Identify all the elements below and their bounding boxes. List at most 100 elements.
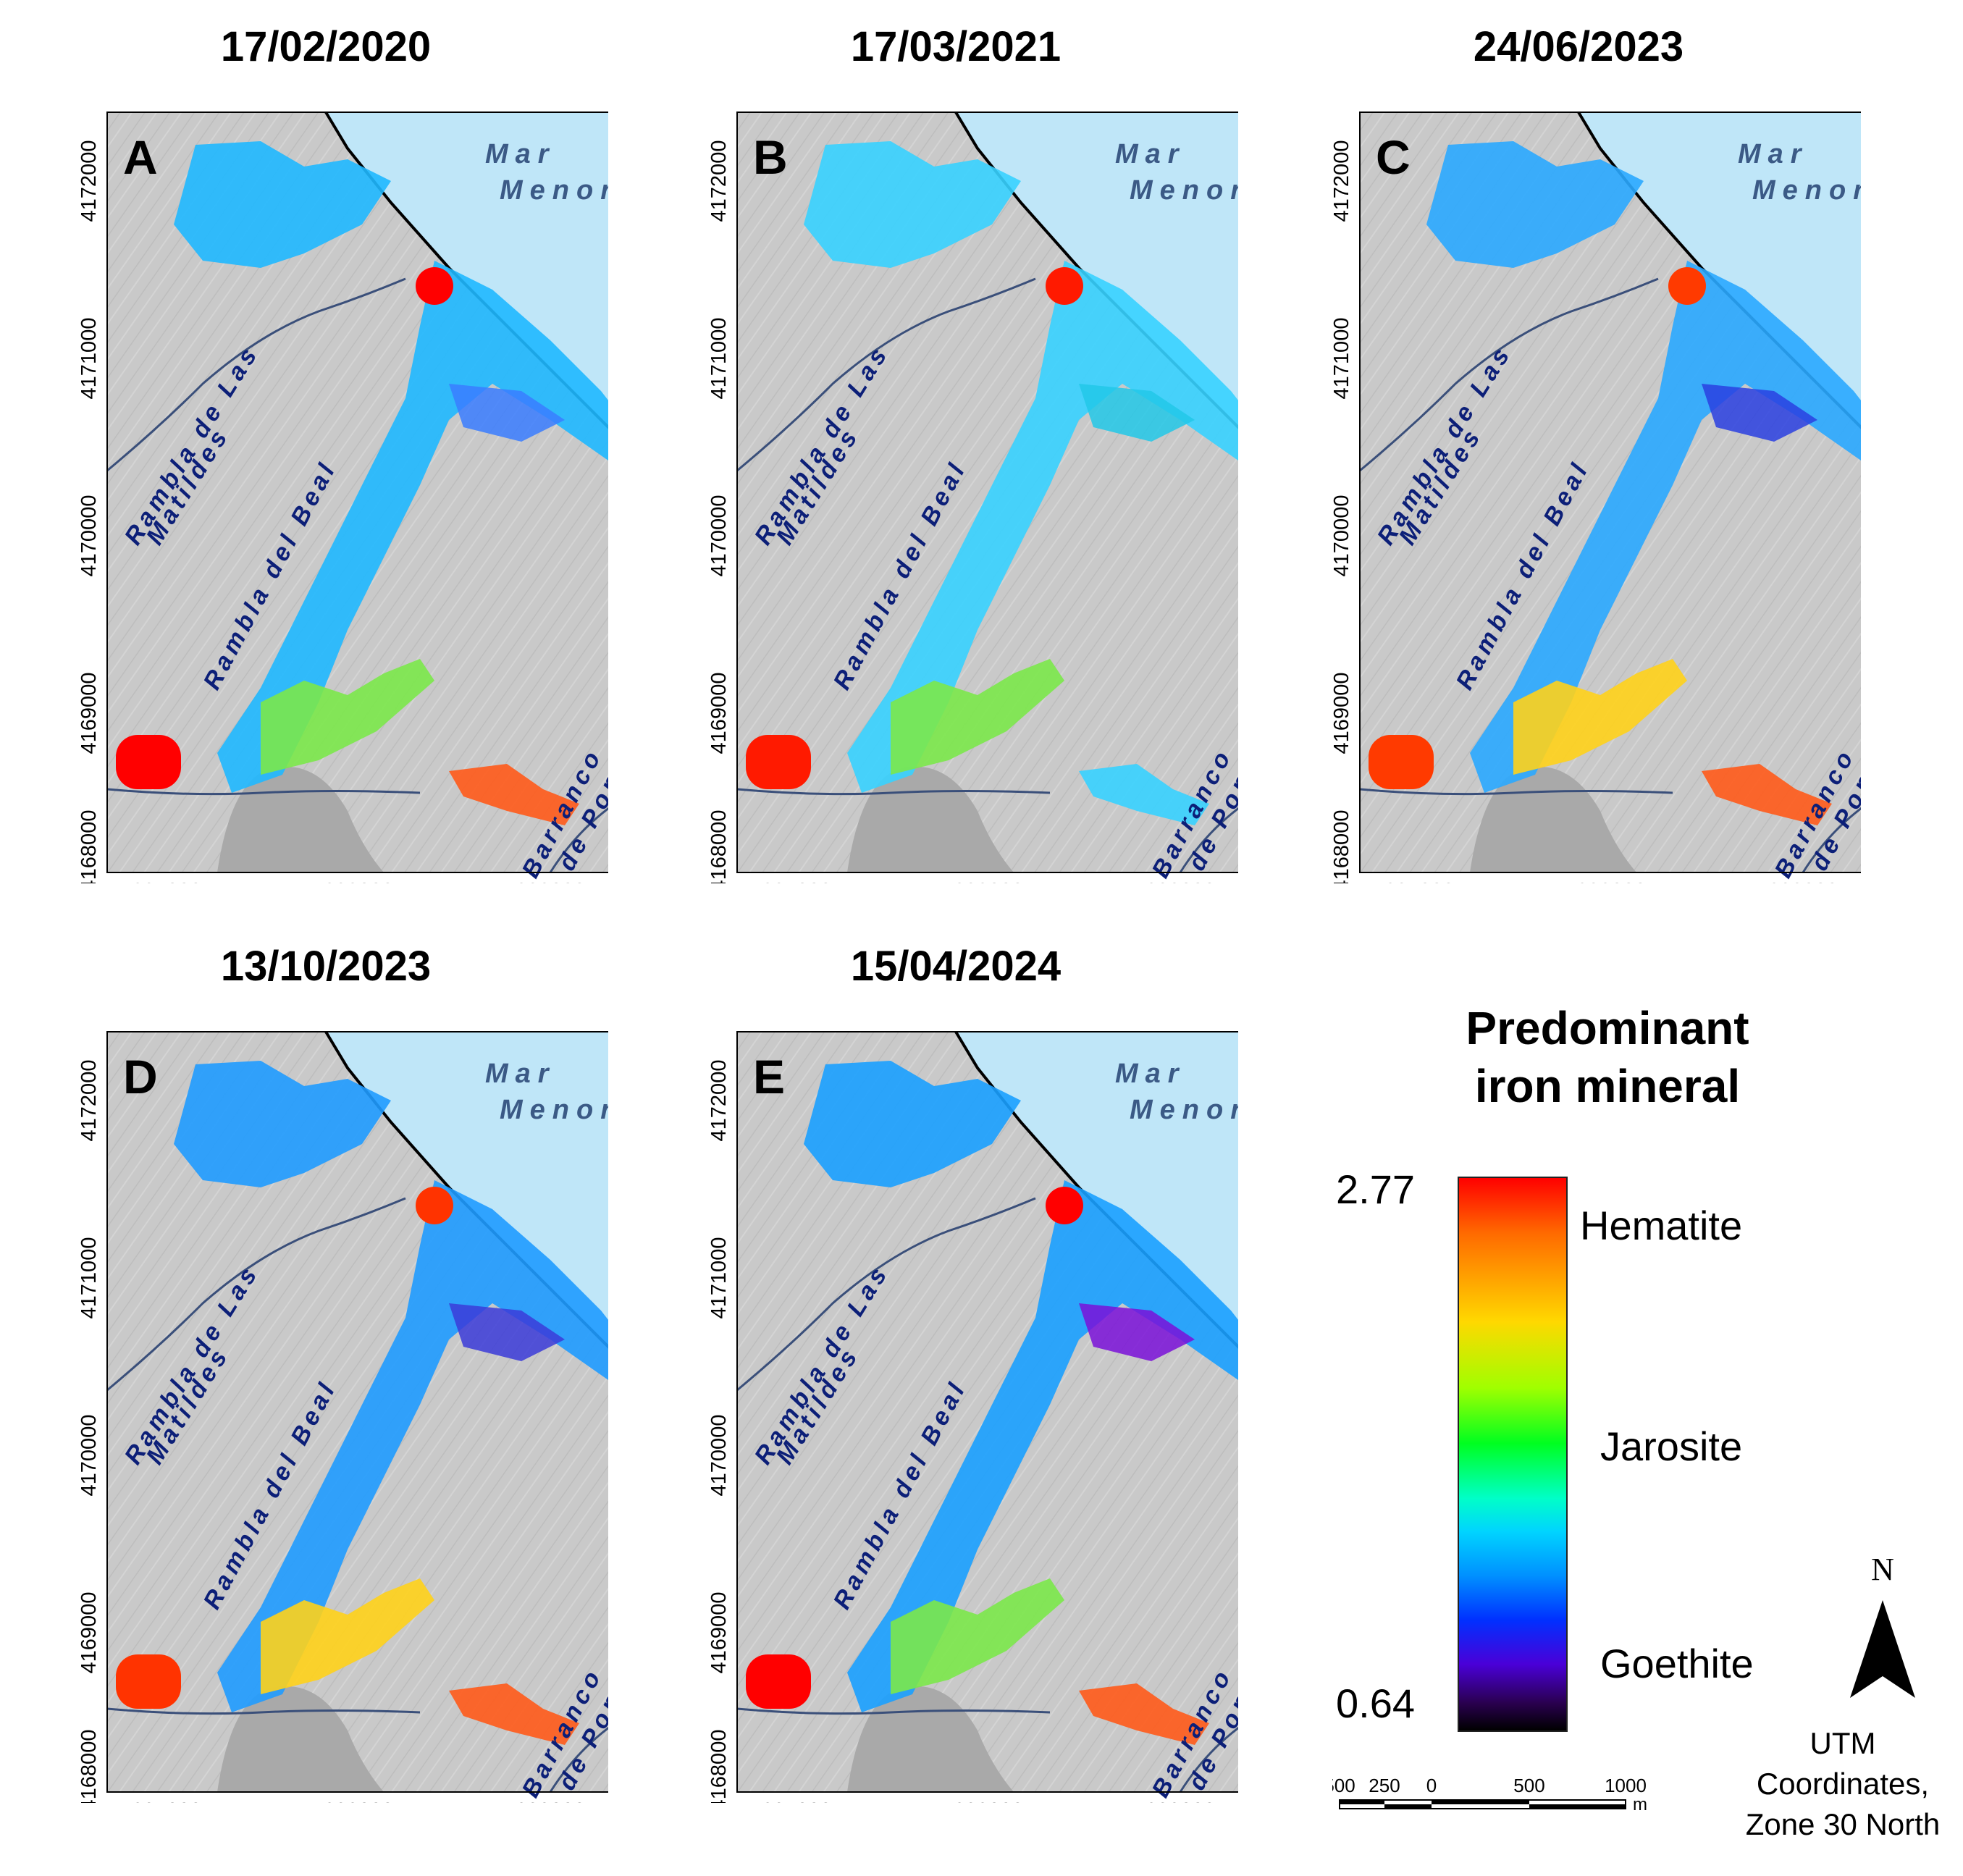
mineral-overlay — [1369, 141, 1861, 825]
river-line — [1359, 788, 1673, 796]
y-tick-label: 4172000 — [1330, 140, 1353, 222]
map-frame: Mar Menor Rambla de Las Matildes Rambla … — [77, 111, 608, 883]
mineral-overlay — [116, 141, 608, 825]
mineral-patch — [746, 1654, 811, 1709]
legend-class-jarosite: Jarosite — [1600, 1423, 1743, 1469]
x-tick-label: 691000 — [762, 1799, 832, 1803]
y-tick-label: 4169000 — [707, 1592, 731, 1674]
scale-label: 250 — [1369, 1775, 1400, 1796]
mineral-overlay — [746, 141, 1238, 825]
y-tick-label: 4169000 — [1330, 673, 1353, 754]
y-axis: 4172000 4171000 4170000 4169000 4168000 — [77, 140, 101, 883]
mineral-patch — [261, 1578, 434, 1694]
mineral-patch — [891, 659, 1064, 775]
x-tick-label: 691000 — [1384, 880, 1455, 883]
map-panel: 13/10/2023 Mar Menor Rambla de Las — [43, 941, 608, 1803]
legend-max-value: 2.77 — [1336, 1166, 1415, 1212]
mineral-overlay — [746, 1061, 1238, 1745]
crs-line-2: Coordinates, — [1756, 1767, 1930, 1801]
panel-date: 24/06/2023 — [1473, 23, 1684, 70]
y-axis: 4172000 4171000 4170000 4169000 4168000 — [707, 140, 731, 883]
map-border — [736, 1031, 1238, 1793]
scale-label: 1000 — [1605, 1775, 1647, 1796]
river-line — [736, 788, 1051, 796]
mineral-patch — [1079, 1303, 1195, 1361]
y-tick-label: 4171000 — [707, 1237, 731, 1319]
sea-label-1: Mar — [485, 139, 556, 169]
panel-letter: A — [123, 130, 158, 184]
x-tick-label: 692000 — [954, 1799, 1024, 1803]
mineral-patch — [449, 384, 565, 442]
y-tick-label: 4171000 — [77, 318, 101, 400]
river-line — [549, 1726, 608, 1793]
map-border — [1359, 112, 1861, 873]
mineral-patch — [746, 735, 811, 789]
river-line — [736, 1707, 1051, 1715]
mineral-patch — [416, 267, 453, 305]
river-line — [106, 277, 406, 472]
y-tick-label: 4172000 — [707, 1060, 731, 1142]
map-frame: Mar Menor Rambla de Las Matildes Rambla … — [707, 111, 1238, 883]
sea-label-1: Mar — [485, 1059, 556, 1089]
crs-line-1: UTM — [1809, 1726, 1876, 1760]
mineral-patch — [174, 141, 391, 268]
x-axis: 691000 692000 693000 — [762, 1799, 1216, 1803]
mineral-patch — [1668, 267, 1706, 305]
map-area: Mar Menor Rambla de Las Matildes Rambla … — [736, 111, 1238, 883]
y-tick-label: 4168000 — [1330, 810, 1353, 883]
y-tick-label: 4170000 — [77, 1415, 101, 1497]
panel-letter: D — [123, 1050, 158, 1103]
mineral-patch — [891, 1578, 1064, 1694]
x-tick-label: 691000 — [132, 1799, 202, 1803]
scale-unit: m — [1633, 1795, 1647, 1814]
mineral-patch — [449, 764, 579, 825]
legend-class-goethite: Goethite — [1600, 1641, 1754, 1686]
x-axis: 691000 692000 693000 — [132, 1799, 586, 1803]
map-border — [736, 112, 1238, 873]
x-tick-label: 693000 — [516, 1799, 586, 1803]
scale-bar: 500 250 0 500 1000 m — [1324, 1774, 1651, 1828]
x-tick-label: 692000 — [954, 880, 1024, 883]
river-line — [1359, 277, 1659, 472]
mineral-patch — [1426, 141, 1644, 268]
scale-label: 500 — [1513, 1775, 1544, 1796]
panel-letter: B — [753, 130, 788, 184]
y-tick-label: 4172000 — [77, 140, 101, 222]
x-axis: 691000 692000 693000 — [762, 880, 1216, 883]
map-area: Mar Menor Rambla de Las Matildes Rambla … — [736, 1030, 1238, 1802]
river-line — [106, 788, 421, 796]
map-border — [106, 1031, 608, 1793]
mineral-patch — [449, 1683, 579, 1745]
sea-label-1: Mar — [1115, 1059, 1186, 1089]
mineral-patch — [174, 1061, 391, 1187]
river-line — [736, 1197, 1036, 1392]
river-line — [106, 1707, 421, 1715]
panel-letter: E — [753, 1050, 785, 1103]
y-tick-label: 4168000 — [77, 1730, 101, 1803]
x-tick-label: 692000 — [324, 1799, 394, 1803]
panel-date: 17/03/2021 — [850, 23, 1062, 70]
colorbar — [1458, 1177, 1568, 1732]
map-panel: 17/02/2020 Mar Menor Rambla de Las — [43, 22, 608, 883]
mineral-patch — [1702, 764, 1832, 825]
legend-title-line-2: iron mineral — [1474, 1060, 1741, 1112]
x-tick-label: 693000 — [516, 880, 586, 883]
map-area: Mar Menor Rambla de Las Matildes Rambla … — [106, 1030, 608, 1802]
mineral-patch — [1079, 764, 1209, 825]
y-tick-label: 4168000 — [707, 1730, 731, 1803]
map-panel: 15/04/2024 Mar Menor Rambla de Las — [673, 941, 1238, 1803]
river-line — [549, 807, 608, 873]
mineral-patch — [1702, 384, 1817, 442]
sea-label-2: Menor — [500, 1095, 608, 1125]
legend-min-value: 0.64 — [1336, 1681, 1415, 1726]
sea-label-2: Menor — [1130, 175, 1238, 206]
y-tick-label: 4169000 — [77, 673, 101, 754]
y-tick-label: 4171000 — [1330, 318, 1353, 400]
y-tick-label: 4171000 — [707, 318, 731, 400]
y-tick-label: 4172000 — [707, 140, 731, 222]
scale-label: 500 — [1332, 1775, 1355, 1796]
river-line — [1179, 1726, 1238, 1793]
y-tick-label: 4171000 — [77, 1237, 101, 1319]
y-tick-label: 4170000 — [1330, 495, 1353, 577]
x-tick-label: 693000 — [1768, 880, 1838, 883]
